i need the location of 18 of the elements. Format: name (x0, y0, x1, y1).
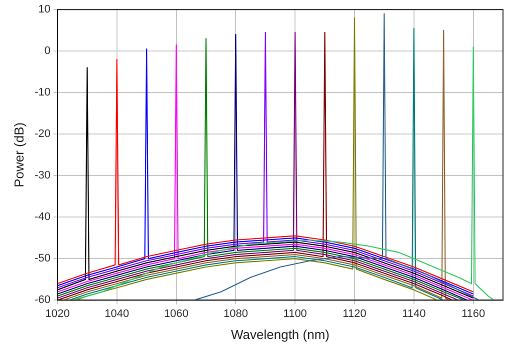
y-tick-label: -40 (34, 211, 50, 224)
x-tick-label: 1020 (45, 308, 70, 320)
y-tick-label: -20 (34, 128, 50, 140)
y-tick-label: -30 (34, 170, 50, 182)
x-axis-title: Wavelength (nm) (231, 326, 330, 342)
y-tick-label: -50 (34, 252, 50, 265)
x-tick-label: 1140 (402, 308, 426, 320)
y-tick-label: -10 (34, 86, 50, 99)
y-tick-label: 10 (38, 4, 50, 16)
x-tick-label: 1120 (342, 308, 366, 320)
y-tick-label: -60 (34, 294, 50, 306)
x-tick-label: 1060 (164, 308, 189, 320)
y-axis-title: Power (dB) (11, 122, 26, 188)
x-tick-label: 1040 (104, 308, 130, 320)
x-tick-label: 1100 (283, 308, 307, 320)
x-tick-label: 1160 (461, 308, 486, 320)
y-tick-label: 0 (44, 45, 50, 58)
x-tick-label: 1080 (223, 308, 248, 320)
